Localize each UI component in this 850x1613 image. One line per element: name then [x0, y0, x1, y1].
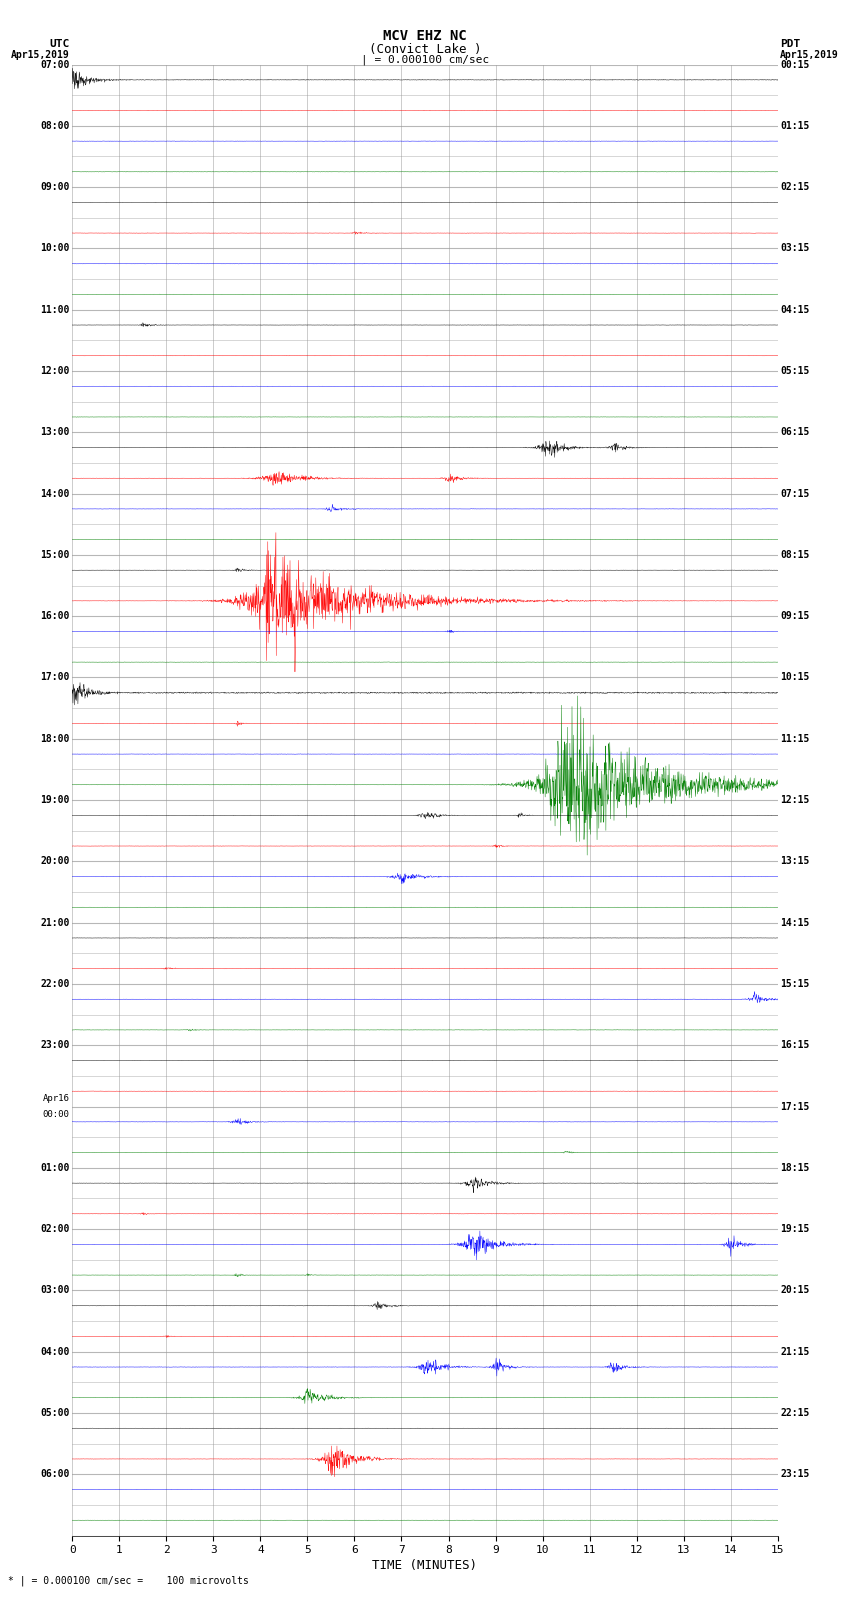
Text: 08:15: 08:15	[780, 550, 810, 560]
Text: 03:15: 03:15	[780, 244, 810, 253]
Text: 10:15: 10:15	[780, 673, 810, 682]
Text: 15:15: 15:15	[780, 979, 810, 989]
Text: 09:00: 09:00	[40, 182, 70, 192]
Text: 09:15: 09:15	[780, 611, 810, 621]
Text: Apr16: Apr16	[42, 1094, 70, 1103]
Text: MCV EHZ NC: MCV EHZ NC	[383, 29, 467, 44]
Text: 23:00: 23:00	[40, 1040, 70, 1050]
Text: 02:15: 02:15	[780, 182, 810, 192]
Text: Apr15,2019: Apr15,2019	[780, 50, 839, 60]
Text: PDT: PDT	[780, 39, 801, 48]
Text: 21:15: 21:15	[780, 1347, 810, 1357]
Text: 17:00: 17:00	[40, 673, 70, 682]
Text: 19:00: 19:00	[40, 795, 70, 805]
Text: | = 0.000100 cm/sec: | = 0.000100 cm/sec	[361, 55, 489, 65]
Text: 06:00: 06:00	[40, 1469, 70, 1479]
Text: 08:00: 08:00	[40, 121, 70, 131]
Text: (Convict Lake ): (Convict Lake )	[369, 42, 481, 56]
Text: 04:15: 04:15	[780, 305, 810, 315]
Text: 14:15: 14:15	[780, 918, 810, 927]
Text: 20:00: 20:00	[40, 857, 70, 866]
Text: 07:15: 07:15	[780, 489, 810, 498]
Text: 01:00: 01:00	[40, 1163, 70, 1173]
Text: UTC: UTC	[49, 39, 70, 48]
Text: 12:00: 12:00	[40, 366, 70, 376]
Text: 02:00: 02:00	[40, 1224, 70, 1234]
X-axis label: TIME (MINUTES): TIME (MINUTES)	[372, 1560, 478, 1573]
Text: 10:00: 10:00	[40, 244, 70, 253]
Text: 19:15: 19:15	[780, 1224, 810, 1234]
Text: Apr15,2019: Apr15,2019	[11, 50, 70, 60]
Text: 05:15: 05:15	[780, 366, 810, 376]
Text: 22:00: 22:00	[40, 979, 70, 989]
Text: 15:00: 15:00	[40, 550, 70, 560]
Text: 16:15: 16:15	[780, 1040, 810, 1050]
Text: 13:15: 13:15	[780, 857, 810, 866]
Text: 22:15: 22:15	[780, 1408, 810, 1418]
Text: 13:00: 13:00	[40, 427, 70, 437]
Text: 17:15: 17:15	[780, 1102, 810, 1111]
Text: 07:00: 07:00	[40, 60, 70, 69]
Text: 04:00: 04:00	[40, 1347, 70, 1357]
Text: 11:00: 11:00	[40, 305, 70, 315]
Text: 21:00: 21:00	[40, 918, 70, 927]
Text: 14:00: 14:00	[40, 489, 70, 498]
Text: 05:00: 05:00	[40, 1408, 70, 1418]
Text: 18:00: 18:00	[40, 734, 70, 744]
Text: 12:15: 12:15	[780, 795, 810, 805]
Text: 03:00: 03:00	[40, 1286, 70, 1295]
Text: * | = 0.000100 cm/sec =    100 microvolts: * | = 0.000100 cm/sec = 100 microvolts	[8, 1576, 249, 1586]
Text: 00:15: 00:15	[780, 60, 810, 69]
Text: 16:00: 16:00	[40, 611, 70, 621]
Text: 23:15: 23:15	[780, 1469, 810, 1479]
Text: 20:15: 20:15	[780, 1286, 810, 1295]
Text: 11:15: 11:15	[780, 734, 810, 744]
Text: 06:15: 06:15	[780, 427, 810, 437]
Text: 00:00: 00:00	[42, 1110, 70, 1119]
Text: 01:15: 01:15	[780, 121, 810, 131]
Text: 18:15: 18:15	[780, 1163, 810, 1173]
